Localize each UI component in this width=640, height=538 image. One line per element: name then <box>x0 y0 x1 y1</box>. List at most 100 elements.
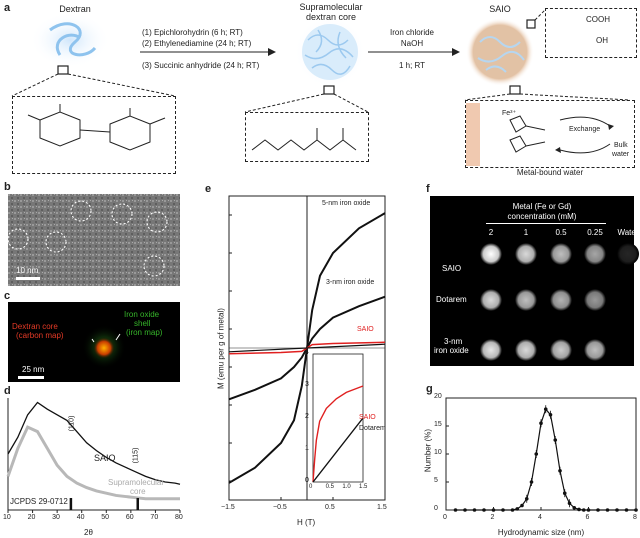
inset-xtick-label: 1.0 <box>342 484 351 490</box>
tem-image: 10 nm <box>8 194 180 286</box>
xrd-xtick-label: 60 <box>125 514 134 521</box>
dls-point <box>572 505 577 510</box>
bulk-label: Bulk <box>614 142 628 149</box>
panel-c-label: c <box>4 290 11 302</box>
mag-xtick-label: −0.5 <box>273 504 287 511</box>
xrd-supra-label-1: Supramolecular <box>108 478 165 487</box>
dls-ytick-label: 15 <box>434 421 442 428</box>
panel-a-graphics <box>11 9 631 166</box>
eels-scale-label: 25 nm <box>22 365 45 374</box>
dls-point <box>520 503 524 508</box>
panel-d-label: d <box>4 385 11 397</box>
xrd-supra-label-2: core <box>130 487 146 496</box>
xrd-xtick-label: 80 <box>175 514 183 521</box>
dls-xtick-label: 8 <box>633 514 637 521</box>
mri-phantom: Metal (Fe or Gd) concentration (mM) SAIO… <box>430 196 639 366</box>
oh-label: OH <box>596 36 608 45</box>
water-label: water <box>612 151 630 158</box>
mri-header-rule <box>486 223 606 224</box>
step-2: (2) Ethylenediamine (24 h; RT) <box>142 39 252 48</box>
dextran-title: Dextran <box>59 4 91 14</box>
cooh-label: COOH <box>586 15 610 24</box>
mri-well <box>515 339 537 361</box>
mri-row-iron-2: iron oxide <box>434 346 469 355</box>
metal-bound-water-label: Metal-bound water <box>516 168 584 177</box>
dls-point <box>558 469 562 473</box>
dls-ytick-label: 20 <box>434 393 442 400</box>
dls-ylabel: Number (%) <box>423 428 433 473</box>
xrd-chart <box>6 398 181 513</box>
iron5-label: 5-nm iron oxide <box>322 200 371 207</box>
dls-point <box>596 508 600 512</box>
mri-row-saio: SAIO <box>442 264 462 273</box>
dls-point <box>482 508 486 512</box>
inset-xtick-label: 0.5 <box>325 484 334 490</box>
step-1: (1) Epichlorohydrin (6 h; RT) <box>142 28 243 37</box>
tem-scale-label: 10 nm <box>16 266 39 275</box>
dls-xtick-label: 4 <box>538 514 542 521</box>
dls-xtick-label: 0 <box>443 514 447 521</box>
dls-point <box>562 491 567 495</box>
dextran-glow <box>30 12 110 68</box>
dls-xtick-label: 2 <box>490 514 495 521</box>
mag-ylabel: M (emu per g of metal) <box>216 308 226 389</box>
dls-chart <box>445 397 638 512</box>
naoh: NaOH <box>400 39 424 48</box>
jcpds-reference-tick <box>69 498 73 510</box>
mri-header-2: concentration (mM) <box>507 212 577 221</box>
panel-b-label: b <box>4 181 11 193</box>
dls-xtick-label: 6 <box>585 514 590 521</box>
mri-well <box>584 289 606 311</box>
panel-f-label: f <box>426 183 430 195</box>
panel-g-label: g <box>426 383 433 395</box>
inset-xtick-label: 0 <box>309 484 313 490</box>
xrd-xtick-label: 70 <box>150 514 159 521</box>
dextran-core-label-2: (carbon map) <box>16 331 64 340</box>
xrd-xtick-label: 50 <box>101 514 110 521</box>
mag-series-dotarem <box>228 343 386 353</box>
dls-point <box>472 508 477 512</box>
dls-point <box>463 508 467 512</box>
dls-point <box>548 413 553 417</box>
dls-ytick-label: 5 <box>434 477 438 484</box>
xrd-xtick-label: 20 <box>27 514 36 521</box>
jcpds-reference-tick <box>136 498 139 510</box>
metal-water-box: Fe³⁺ Exchange Bulk water <box>465 100 635 168</box>
mag-xlabel: H (T) <box>297 518 316 527</box>
inset-ytick-label: 2 <box>305 413 309 420</box>
inset-series-saio <box>312 385 364 483</box>
dextran-core-label-1: Dextran core <box>12 322 58 331</box>
dls-point <box>581 508 586 512</box>
inset-ytick-label: 4 <box>305 349 309 356</box>
xrd-xtick-label: 30 <box>52 514 60 521</box>
exchange-label: Exchange <box>569 126 601 133</box>
inset-ytick-label: 3 <box>305 381 309 388</box>
dls-point <box>539 421 543 425</box>
fe3-label: Fe³⁺ <box>502 110 517 117</box>
mag-xtick-label: 1.5 <box>377 504 387 511</box>
dextran-structure-box <box>12 96 176 174</box>
iron3-label: 3-nm iron oxide <box>326 279 375 286</box>
xrd-xtick-label: 40 <box>76 514 85 521</box>
mag-xtick-label: 0.5 <box>325 504 335 511</box>
mri-wells <box>480 243 639 361</box>
dls-point <box>524 497 529 501</box>
dls-point <box>553 438 558 442</box>
dls-point <box>501 508 505 512</box>
step-3: (3) Succinic anhydride (24 h; RT) <box>142 61 260 70</box>
dls-point <box>534 452 539 456</box>
xrd-series-supramolecular-core <box>6 425 180 501</box>
xrd-xlabel: 2θ <box>84 528 93 537</box>
iron-time: 1 h; RT <box>398 61 426 70</box>
mri-well <box>515 243 537 265</box>
shell-label-2: shell <box>134 319 151 328</box>
core-title-1: Supramolecular <box>299 2 363 12</box>
mri-well <box>550 243 572 265</box>
dls-point <box>615 508 619 512</box>
shell-label-3: (iron map) <box>126 328 163 337</box>
dls-point <box>453 508 458 512</box>
dls-point <box>510 508 515 512</box>
mri-well <box>617 243 639 265</box>
mri-well <box>480 339 502 361</box>
